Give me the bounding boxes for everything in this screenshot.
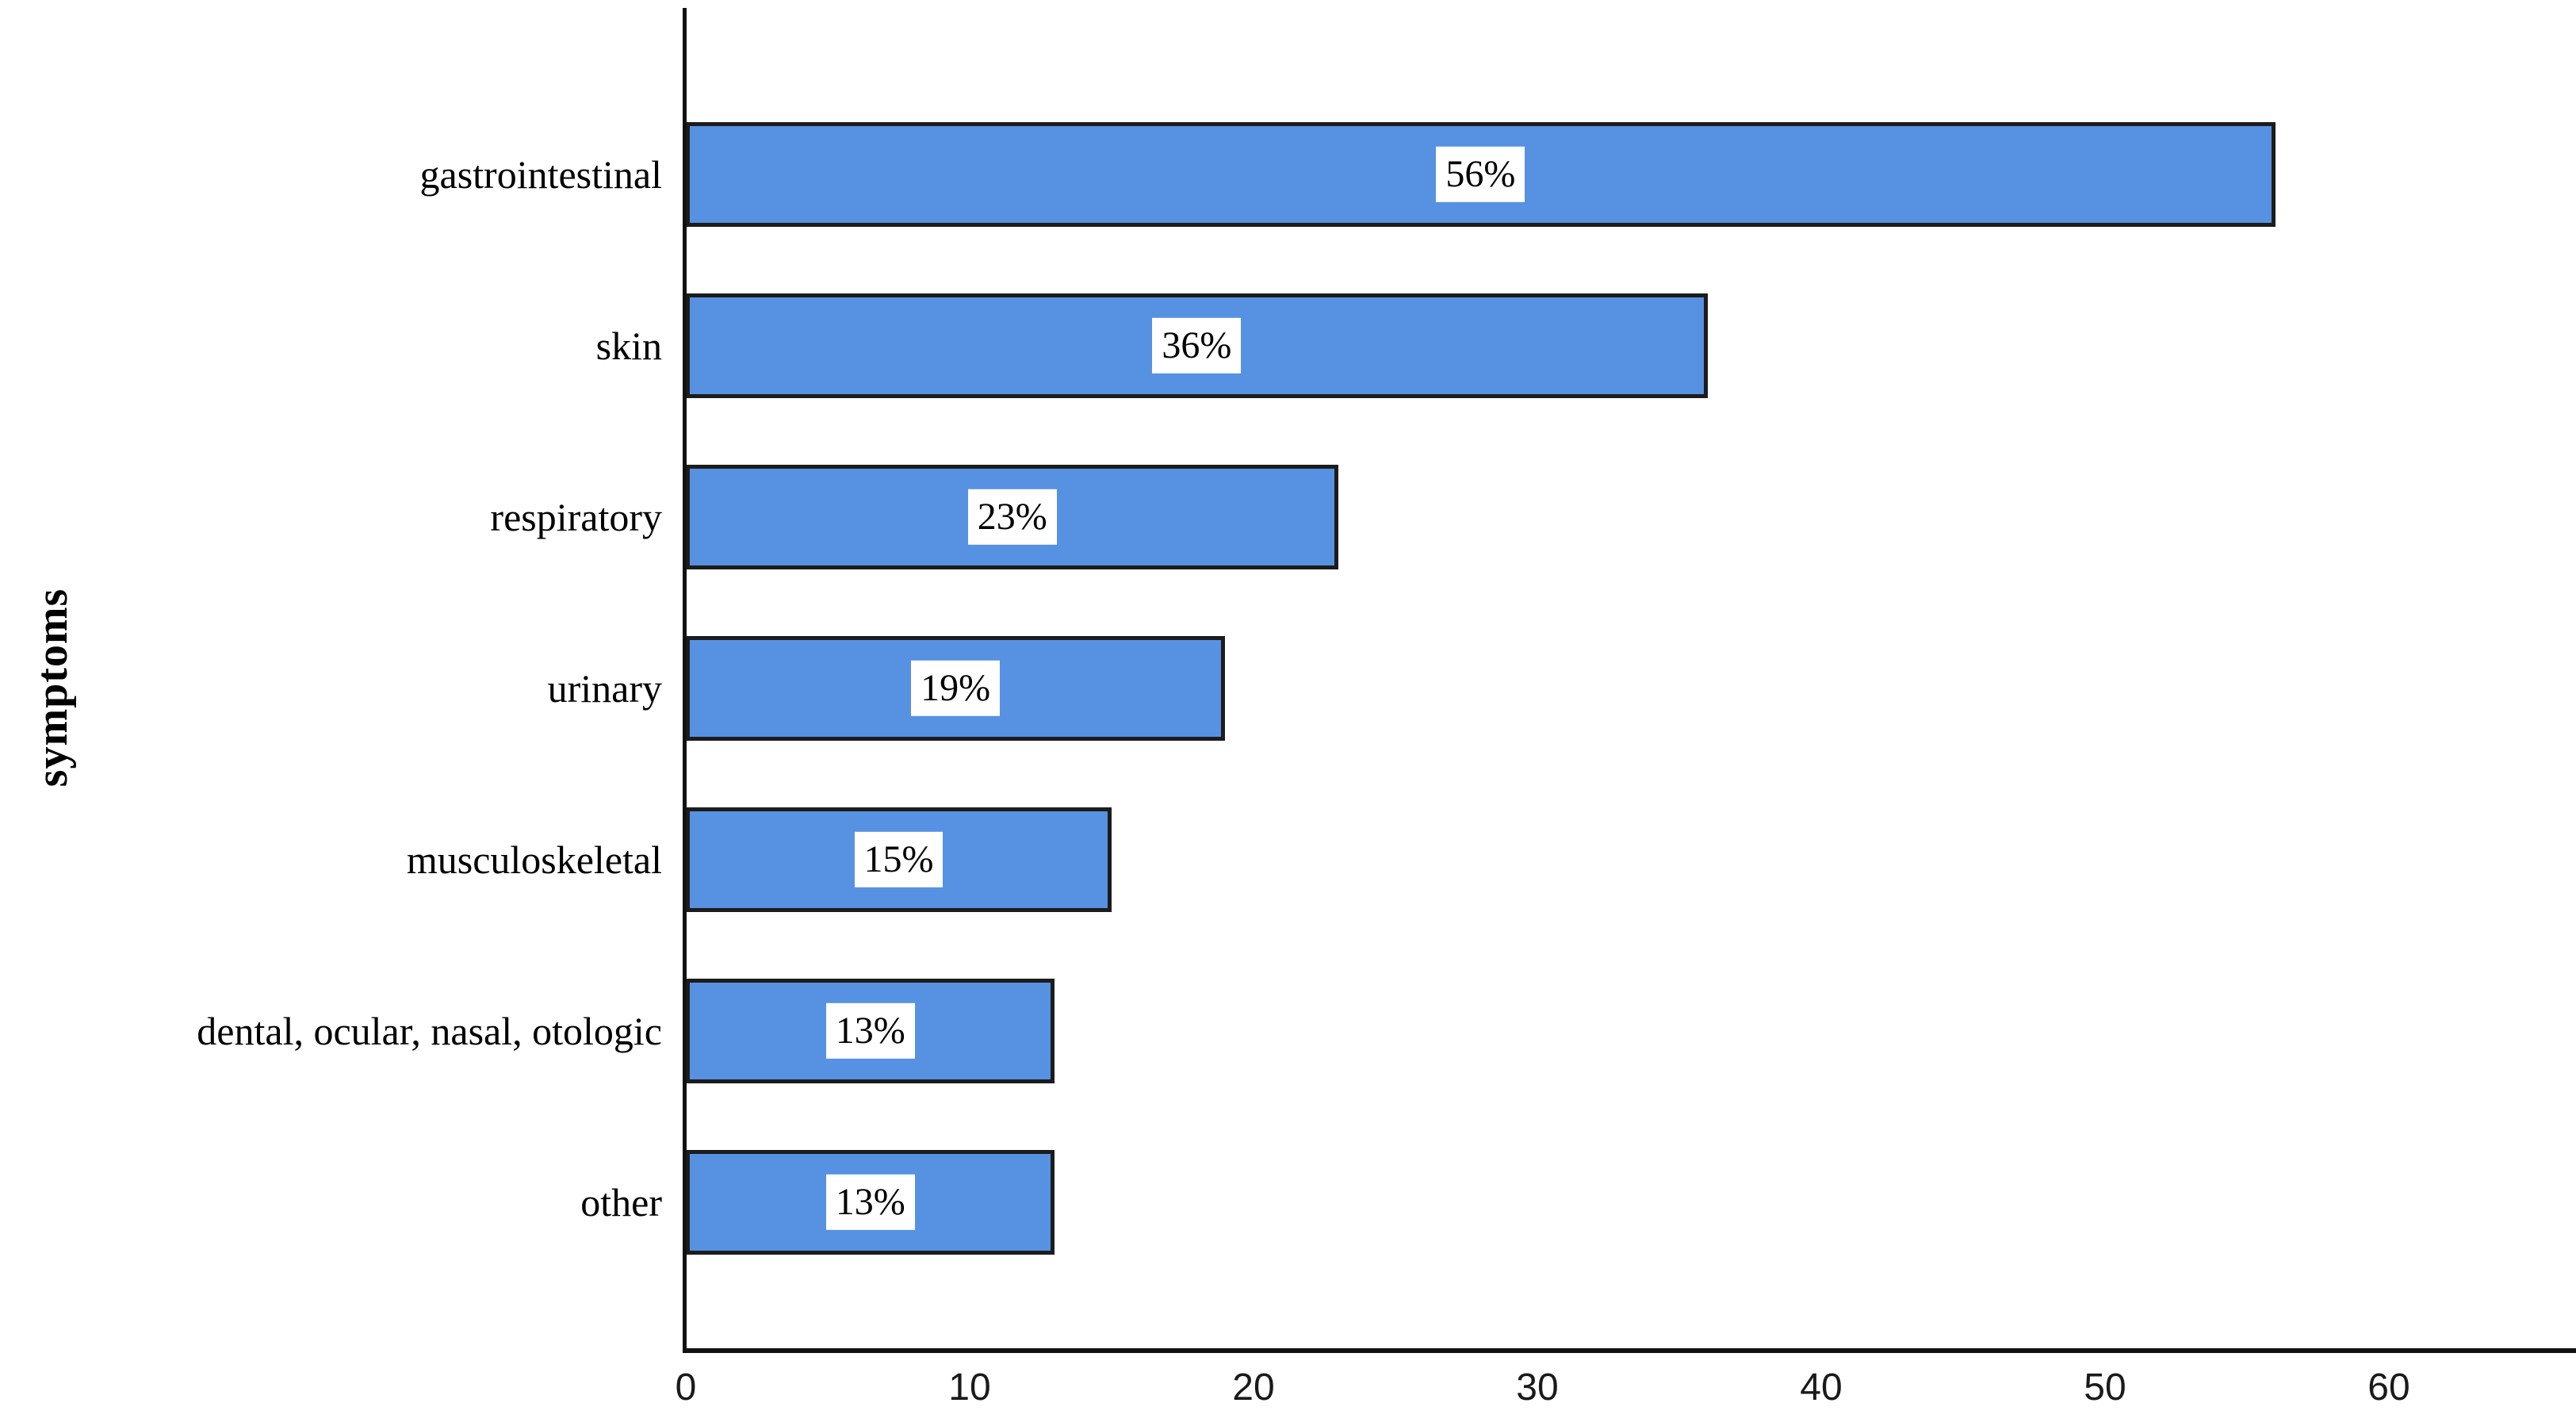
bar: 13% xyxy=(686,979,1055,1083)
category-label: musculoskeletal xyxy=(406,837,662,882)
x-tick-label: 30 xyxy=(1516,1366,1559,1409)
bar: 23% xyxy=(686,465,1339,569)
category-label: other xyxy=(580,1179,662,1225)
category-label: skin xyxy=(595,323,662,368)
category-label: respiratory xyxy=(490,494,662,539)
bar-row: gastrointestinal 56% xyxy=(0,89,2576,260)
category-label: urinary xyxy=(547,665,662,711)
bar-row: skin 36% xyxy=(0,260,2576,431)
plot-area: gastrointestinal 56% skin 36% respiratory 23%… xyxy=(0,89,2576,1288)
value-label: 19% xyxy=(911,660,1001,717)
bar-track: 13% xyxy=(686,1117,2576,1288)
x-axis-ticks: 0 10 20 30 40 50 60 xyxy=(0,1366,2576,1421)
bar: 56% xyxy=(686,122,2276,227)
x-tick-label: 0 xyxy=(675,1366,697,1409)
value-label: 13% xyxy=(825,1002,915,1060)
bar-track: 13% xyxy=(686,945,2576,1117)
bar: 15% xyxy=(686,807,1112,912)
x-axis-line xyxy=(683,1348,2576,1353)
bar-track: 15% xyxy=(686,774,2576,945)
value-label: 13% xyxy=(825,1174,915,1231)
bar: 19% xyxy=(686,636,1226,741)
value-label: 15% xyxy=(854,831,944,888)
x-tick-label: 60 xyxy=(2367,1366,2410,1409)
y-axis-line xyxy=(683,8,687,1351)
bar-row: respiratory 23% xyxy=(0,431,2576,603)
x-tick-label: 40 xyxy=(1800,1366,1843,1409)
value-label: 56% xyxy=(1436,146,1525,203)
bar-row: other 13% xyxy=(0,1117,2576,1288)
x-tick-label: 50 xyxy=(2084,1366,2126,1409)
value-label: 36% xyxy=(1152,317,1242,374)
bar-row: urinary 19% xyxy=(0,603,2576,774)
bar-track: 56% xyxy=(686,89,2576,260)
bar-track: 19% xyxy=(686,603,2576,774)
bar-row: musculoskeletal 15% xyxy=(0,774,2576,945)
bar: 13% xyxy=(686,1150,1055,1255)
bar: 36% xyxy=(686,293,1708,398)
bar-row: dental, ocular, nasal, otologic 13% xyxy=(0,945,2576,1117)
category-label: gastrointestinal xyxy=(419,151,663,197)
x-tick-label: 20 xyxy=(1232,1366,1275,1409)
category-label: dental, ocular, nasal, otologic xyxy=(197,1008,662,1053)
bar-track: 23% xyxy=(686,431,2576,603)
x-tick-label: 10 xyxy=(948,1366,991,1409)
value-label: 23% xyxy=(967,489,1057,546)
bar-track: 36% xyxy=(686,260,2576,431)
